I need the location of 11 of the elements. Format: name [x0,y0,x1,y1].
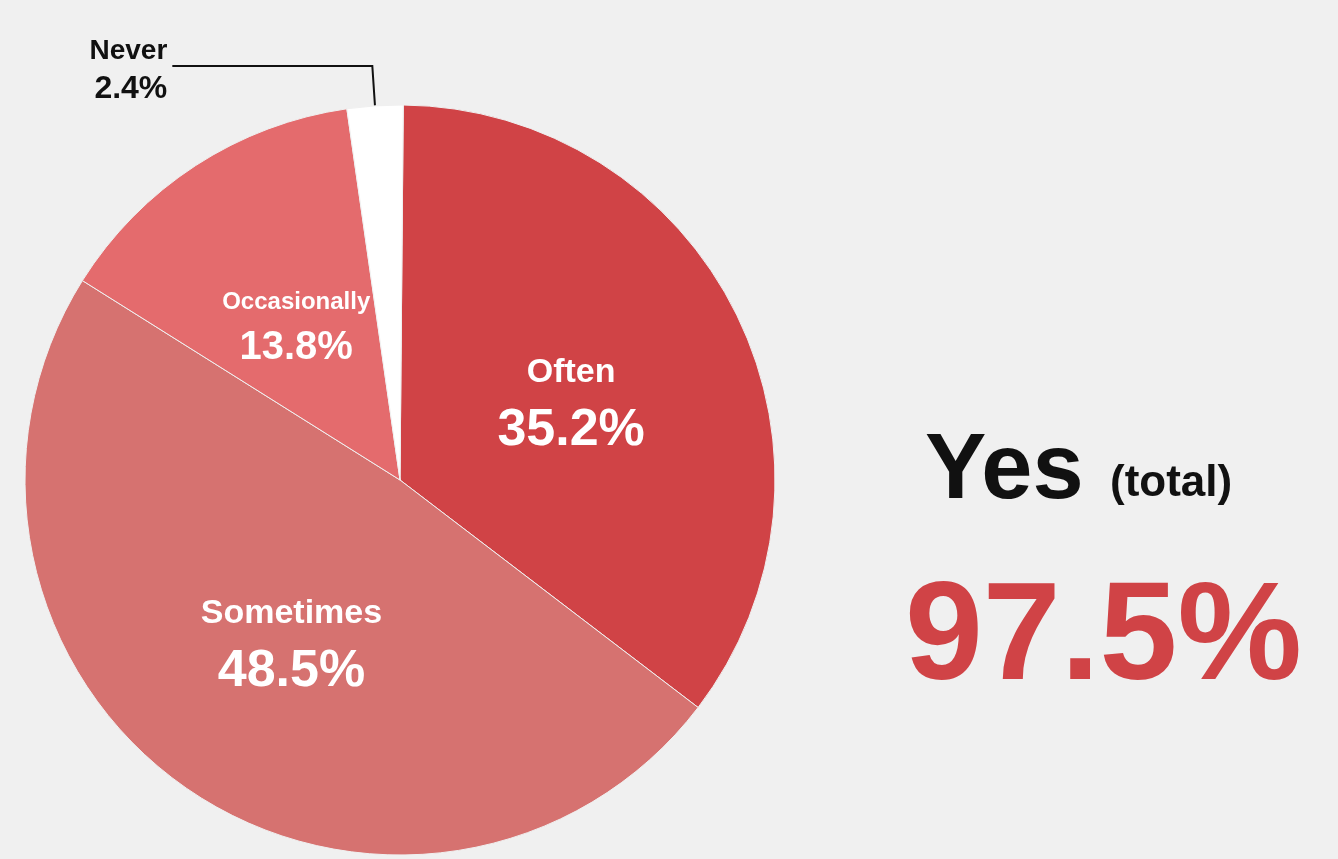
slice-label: Occasionally [222,286,371,314]
slice-label: Sometimes [200,591,383,630]
data-label: 48.5% [217,638,366,697]
text: 97.5% [905,551,1302,709]
data-label: 35.2% [497,398,645,457]
slice-label: Never [89,34,168,66]
text: Yes [925,415,1084,517]
text: (total) [1110,455,1233,505]
slice-label: Often [526,351,616,390]
data-label: 13.8% [239,323,353,368]
data-label: 2.4% [94,68,168,105]
